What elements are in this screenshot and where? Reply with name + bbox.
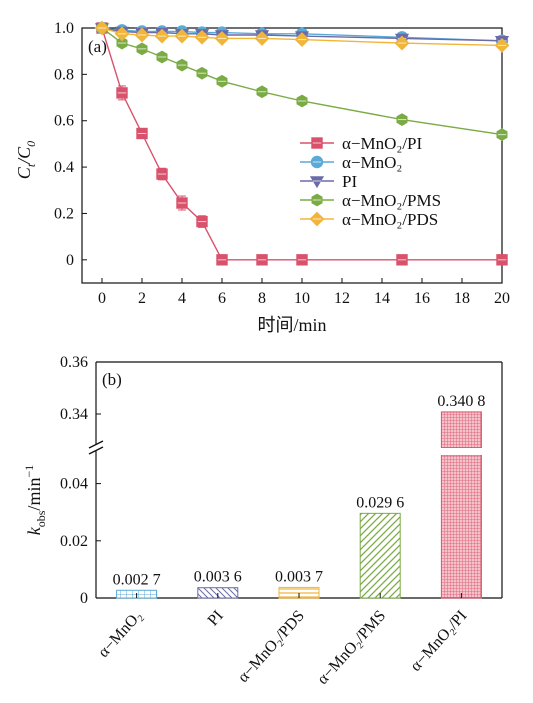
legend-entry-mno-pi: α−MnO₂/PI: [300, 134, 422, 153]
bar-rect-upper: [440, 411, 482, 449]
panel-a-x-tick-label: 16: [414, 290, 430, 307]
series-mno-pds: [94, 20, 510, 53]
panel-a-y-tick-label: 0.2: [54, 205, 74, 222]
panel-a-x-tick-label: 4: [178, 290, 186, 307]
panel-a-x-tick-label: 2: [138, 290, 146, 307]
panel-a-line-chart: (a) 0 2 4 6 8 10 12 14 16 18 20 0 0.2 0.4 0.6 0.8 1.0 时…: [14, 20, 510, 335]
panel-a-frame: [81, 27, 503, 284]
panel-a-x-axis-label: 时间/min: [257, 315, 326, 335]
panel-a-x-tick-label: 0: [98, 290, 106, 307]
legend-label: α−MnO₂/PDS: [342, 210, 438, 229]
bar-value-label: 0.029 6: [356, 494, 404, 511]
panel-a-y-tick-label: 0: [66, 252, 74, 269]
panel-a-y-tick-label: 0.4: [54, 159, 74, 176]
bar-rect-lower: [440, 454, 482, 599]
bar-mno-pms: 0.029 6: [356, 494, 404, 599]
bar-mno-pds: 0.003 7: [275, 568, 323, 599]
panel-b-x-tick-label: α−MnO₂/PMS: [314, 607, 389, 688]
panel-b-y-tick-label: 0.36: [60, 354, 88, 371]
panel-a-y-axis-label: Ct/C0: [14, 141, 38, 179]
panel-b-y-tick-label: 0: [80, 590, 88, 607]
bar-break-gap: [440, 448, 483, 455]
legend-marker: [309, 176, 325, 189]
panel-b-y-tick-label: 0.02: [60, 533, 88, 550]
panel-a-y-tick-label: 0.8: [54, 66, 74, 83]
panel-a-y-tick-label: 1.0: [54, 20, 74, 37]
bar-value-label: 0.340 8: [437, 393, 485, 410]
legend-entry-mno: α−MnO₂: [300, 153, 402, 172]
panel-a-x-tick-label: 6: [218, 290, 226, 307]
panel-a-x-tick-label: 18: [454, 290, 470, 307]
panel-b-y-tick-label: 0.04: [60, 476, 88, 493]
panel-a-x-tick-label: 14: [374, 290, 390, 307]
panel-b-y-tick-label: 0.34: [60, 406, 88, 423]
panel-a-x-tick-label: 12: [334, 290, 350, 307]
panel-b-y-axis-label: kobs/min−1: [22, 465, 48, 535]
legend-entry-pi: PI: [300, 172, 357, 191]
legend-label: α−MnO₂/PMS: [342, 191, 441, 210]
legend-entry-mno-pds: α−MnO₂/PDS: [300, 210, 438, 229]
panel-a-label: (a): [88, 37, 107, 56]
axis-break-mark: [88, 440, 104, 449]
panel-b-x-tick-label: α−MnO₂/PDS: [235, 607, 308, 686]
bar-rect: [359, 512, 401, 599]
panel-b-x-tick-label: α−MnO₂: [95, 607, 146, 661]
panel-a-x-tick-label: 20: [494, 290, 510, 307]
legend-label: PI: [342, 172, 357, 191]
panel-a-y-tick-label: 0.6: [54, 113, 74, 130]
axis-break-mark: [88, 446, 104, 455]
legend-entry-mno-pms: α−MnO₂/PMS: [300, 191, 441, 210]
panel-b-x-tick-label: PI: [205, 607, 227, 629]
panel-a-x-tick-label: 10: [294, 290, 310, 307]
bar-value-label: 0.002 7: [113, 571, 161, 588]
bar-mno-pi: 0.340 8: [437, 393, 485, 599]
bar-value-label: 0.003 7: [275, 568, 323, 585]
bar-value-label: 0.003 6: [194, 569, 242, 586]
legend-label: α−MnO₂/PI: [342, 134, 422, 153]
legend-label: α−MnO₂: [342, 153, 402, 172]
panel-b-x-tick-label: α−MnO₂/PI: [407, 607, 470, 674]
panel-a-x-tick-label: 8: [258, 290, 266, 307]
panel-b-bar-chart: (b) 0 0.02 0.04 0.34 0.36 0.002 7 0.003 6 0.00…: [22, 354, 503, 688]
panel-b-label: (b): [102, 370, 122, 389]
